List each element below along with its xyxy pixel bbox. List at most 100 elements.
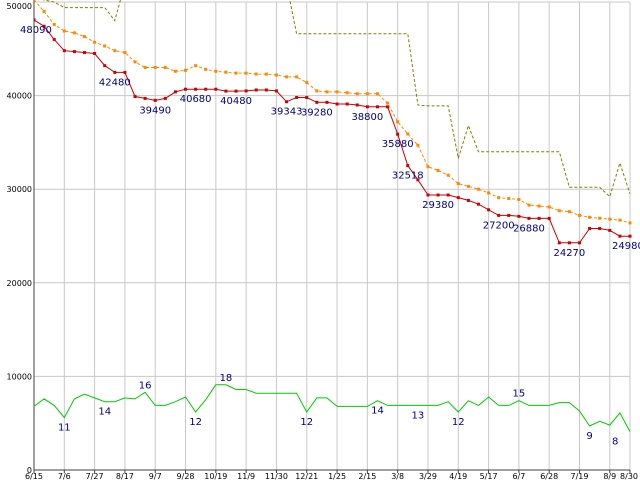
series-2-point xyxy=(133,60,137,64)
series-1-point xyxy=(567,241,571,245)
price-data-label: 48090 xyxy=(20,25,52,36)
series-1-point xyxy=(244,89,248,93)
count-data-label: 14 xyxy=(98,407,111,418)
x-tick-label: 10/19 xyxy=(204,472,227,480)
x-tick-label: 9/28 xyxy=(177,472,195,480)
count-data-label: 13 xyxy=(411,410,424,421)
series-2-point xyxy=(83,35,87,39)
series-2-point xyxy=(577,213,581,217)
series-2-point xyxy=(34,0,36,2)
series-2-point xyxy=(598,216,602,220)
series-1-point xyxy=(103,64,107,68)
y-tick-label: 30000 xyxy=(7,185,32,194)
series-1-point xyxy=(598,227,602,231)
series-2-point xyxy=(204,67,208,71)
series-1-point xyxy=(315,100,319,104)
series-1-point xyxy=(628,234,632,238)
series-1-point xyxy=(577,241,581,245)
series-1-point xyxy=(375,105,379,109)
x-tick-label: 11/30 xyxy=(265,472,288,480)
series-1-point xyxy=(325,100,329,104)
series-2-point xyxy=(628,221,632,225)
series-1-point xyxy=(396,132,400,136)
series-2-point xyxy=(103,44,107,48)
series-2-point xyxy=(365,92,369,96)
y-tick-label: 0 xyxy=(27,466,32,475)
series-2-point xyxy=(436,168,440,172)
grid xyxy=(33,1,631,471)
series-1-point xyxy=(42,24,46,28)
x-tick-label: 6/28 xyxy=(540,472,558,480)
series-2-point xyxy=(345,91,349,95)
series-2-point xyxy=(153,66,157,70)
series-1-point xyxy=(285,100,289,104)
series-2-point xyxy=(527,203,531,207)
series-1-point xyxy=(537,216,541,220)
series-1-point xyxy=(406,164,410,168)
series-1-point xyxy=(143,96,147,100)
series-2-point xyxy=(487,191,491,195)
series-2-point xyxy=(62,29,66,33)
count-data-label: 12 xyxy=(300,417,313,428)
series-1-point xyxy=(476,202,480,206)
count-data-label: 8 xyxy=(612,437,618,448)
x-tick-label: 3/8 xyxy=(391,472,404,480)
series-2-point xyxy=(72,31,76,35)
series-1-point xyxy=(93,51,97,55)
series-4-line xyxy=(34,384,631,432)
series-1-point xyxy=(487,208,491,212)
series-2-point xyxy=(335,90,339,94)
price-data-label: 38800 xyxy=(351,112,383,123)
series-2-point xyxy=(194,64,198,68)
series-1-point xyxy=(436,193,440,197)
series-2-point xyxy=(517,197,521,201)
x-tick-label: 8/30 xyxy=(620,472,638,480)
series-1-point xyxy=(234,89,238,93)
x-tick-label: 12/21 xyxy=(295,472,318,480)
count-data-label: 15 xyxy=(513,389,526,400)
price-data-label: 26880 xyxy=(513,223,545,234)
series-1-point xyxy=(52,37,56,41)
price-data-label: 42480 xyxy=(99,77,131,88)
series-1-point xyxy=(214,87,218,91)
series-2-point xyxy=(416,143,420,147)
series-1-point xyxy=(83,51,87,55)
x-tick-label: 5/17 xyxy=(480,472,498,480)
x-tick-label: 8/17 xyxy=(116,472,134,480)
price-data-label: 39343 xyxy=(271,107,303,118)
x-tick-label: 7/27 xyxy=(86,472,104,480)
price-data-label: 27200 xyxy=(483,220,515,231)
series-2-point xyxy=(234,71,238,75)
series-2-point xyxy=(264,72,268,76)
series-2-point xyxy=(305,80,309,84)
count-data-label: 18 xyxy=(220,373,233,384)
x-tick-label: 7/6 xyxy=(58,472,71,480)
series-1-point xyxy=(456,196,460,200)
series-1-point xyxy=(123,70,127,74)
series-1-point xyxy=(305,95,309,99)
series-1-point xyxy=(224,89,228,93)
series-2-point xyxy=(375,92,379,96)
series-2-point xyxy=(42,9,46,13)
x-tick-label: 6/7 xyxy=(512,472,525,480)
y-tick-label: 20000 xyxy=(7,279,32,288)
series-1-point xyxy=(113,70,117,74)
x-tick-label: 2/15 xyxy=(358,472,376,480)
series-1-point xyxy=(194,87,198,91)
series-2-point xyxy=(254,72,258,76)
series-2-point xyxy=(52,22,56,26)
price-data-label: 35880 xyxy=(382,139,414,150)
y-tick-label: 40000 xyxy=(7,92,32,101)
y-tick-label: 10000 xyxy=(7,372,32,381)
series-2-point xyxy=(386,101,390,105)
count-data-label: 12 xyxy=(189,417,202,428)
series-1-point xyxy=(204,87,208,91)
series-1-point xyxy=(416,178,420,182)
series-2-point xyxy=(325,90,329,94)
series-1-point xyxy=(608,228,612,232)
series-1-point xyxy=(446,193,450,197)
x-tick-label: 8/9 xyxy=(603,472,616,480)
series-2-point xyxy=(446,173,450,177)
